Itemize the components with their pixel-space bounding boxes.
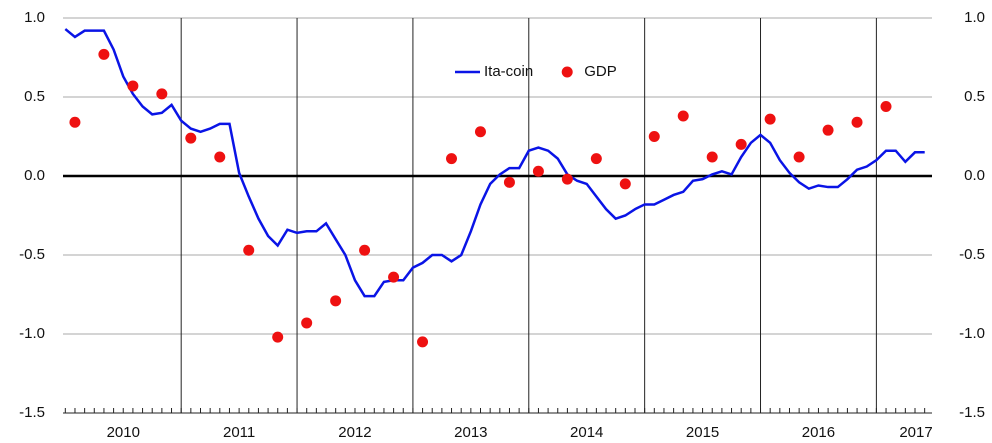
point xyxy=(735,138,747,150)
point xyxy=(156,88,168,100)
x-tick-label: 2012 xyxy=(338,424,371,441)
point xyxy=(764,113,776,125)
x-tick-label: 2013 xyxy=(454,424,487,441)
point xyxy=(706,151,718,163)
point xyxy=(474,126,486,138)
x-tick-label: 2011 xyxy=(223,424,255,441)
y2-tick-label: 0.5 xyxy=(964,88,985,105)
legend-label: GDP xyxy=(584,63,617,80)
point xyxy=(69,116,81,128)
legend-swatch xyxy=(561,66,573,78)
y-tick-label: -1.5 xyxy=(19,404,45,421)
point xyxy=(301,317,313,329)
point xyxy=(185,132,197,144)
legend-label: Ita-coin xyxy=(484,63,533,80)
y-tick-label: 0.0 xyxy=(24,167,45,184)
point xyxy=(417,336,429,348)
point xyxy=(793,151,805,163)
point xyxy=(677,110,689,122)
point xyxy=(822,124,834,136)
y-tick-label: -0.5 xyxy=(19,246,45,263)
y-tick-label: 0.5 xyxy=(24,88,45,105)
point xyxy=(272,331,284,343)
point xyxy=(503,176,515,188)
x-tick-label: 2017 xyxy=(899,424,932,441)
point xyxy=(590,153,602,165)
y2-tick-label: 0.0 xyxy=(964,167,985,184)
point xyxy=(532,165,544,177)
point xyxy=(446,153,458,165)
point xyxy=(98,48,110,60)
y2-tick-label: 1.0 xyxy=(964,9,985,26)
y2-tick-label: -1.5 xyxy=(959,404,985,421)
x-tick-label: 2015 xyxy=(686,424,719,441)
line xyxy=(64,28,925,298)
x-tick-label: 2010 xyxy=(107,424,140,441)
point xyxy=(359,244,371,256)
point xyxy=(127,80,139,92)
y2-tick-label: -0.5 xyxy=(959,246,985,263)
point xyxy=(214,151,226,163)
x-tick-label: 2016 xyxy=(802,424,835,441)
point xyxy=(243,244,255,256)
point xyxy=(561,173,573,185)
y-tick-label: 1.0 xyxy=(24,9,45,26)
point xyxy=(851,116,863,128)
point xyxy=(880,100,892,112)
x-tick-label: 2014 xyxy=(570,424,603,441)
point xyxy=(388,271,400,283)
point xyxy=(619,178,631,190)
point xyxy=(648,131,660,142)
y2-tick-label: -1.0 xyxy=(959,325,985,342)
point xyxy=(330,295,342,307)
y-tick-label: -1.0 xyxy=(19,325,45,342)
